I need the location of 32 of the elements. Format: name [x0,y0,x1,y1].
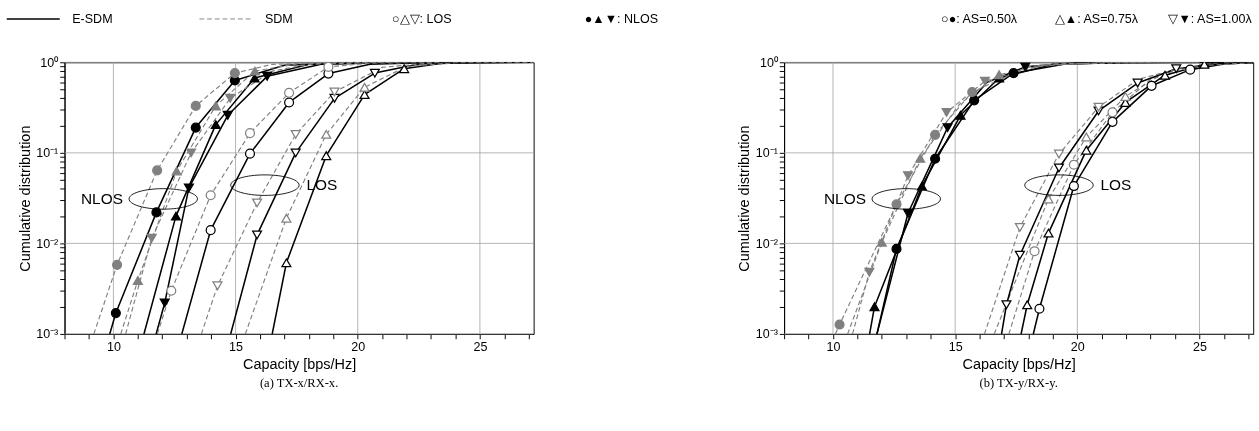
x-tick-label: 10 [106,339,121,354]
text: (b) TX-y/RX-y. [979,375,1058,390]
y-tick-label: 10⁻³ [755,327,778,342]
x-tick-label: 20 [351,339,366,354]
y-tick-label: 10⁻² [36,236,59,251]
text: ○●: AS=0.50λ [941,11,1018,26]
x-tick-label: 10 [826,339,841,354]
text: ○△▽: LOS [392,11,452,26]
x-axis-title: Capacity [bps/Hz] [243,356,357,373]
y-axis-title: Cumulative distribution [736,125,753,272]
text: SDM [264,11,293,26]
y-tick-label: 10⁰ [759,55,779,70]
y-tick-label: 10⁻³ [36,327,59,342]
x-tick-label: 15 [229,339,244,354]
text: (a) TX-x/RX-x. [259,375,339,390]
y-tick-label: 10⁻¹ [36,146,59,161]
x-tick-label: 15 [948,339,963,354]
y-tick-label: 10⁻² [755,236,778,251]
annotation: NLOS [80,189,123,207]
annotation: NLOS [823,189,866,207]
text: ▽▼: AS=1.00λ [1168,11,1253,26]
y-tick-label: 10⁻¹ [755,146,778,161]
x-tick-label: 20 [1070,339,1085,354]
text: ●▲▼: NLOS [584,11,659,26]
text: △▲: AS=0.75λ [1054,11,1139,26]
x-tick-label: 25 [1192,339,1207,354]
y-axis-title: Cumulative distribution [16,125,33,272]
x-axis-title: Capacity [bps/Hz] [962,356,1076,373]
text: E-SDM [72,11,113,26]
annotation: LOS [1100,175,1132,193]
y-tick-label: 10⁰ [40,55,60,70]
x-tick-label: 25 [473,339,488,354]
